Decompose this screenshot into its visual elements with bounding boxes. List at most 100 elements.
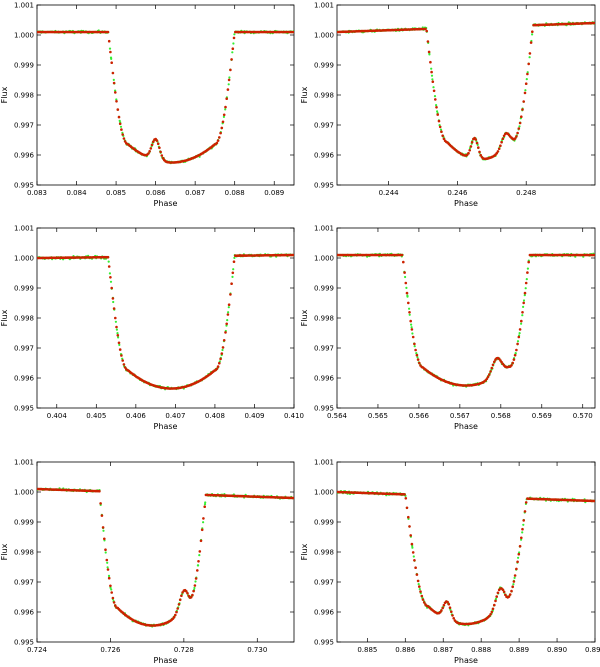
y-tick-label: 0.998	[314, 549, 334, 557]
y-tick-label: 0.997	[14, 345, 34, 353]
model-point	[521, 311, 524, 314]
observed-point	[435, 104, 438, 107]
observed-point	[115, 328, 118, 331]
model-point	[122, 363, 126, 366]
model-point	[112, 601, 116, 604]
model-point	[106, 30, 110, 34]
model-point	[410, 542, 414, 546]
y-axis-title: Flux	[300, 543, 309, 560]
model-point	[100, 514, 104, 517]
model-point	[440, 130, 443, 133]
model-point	[191, 593, 194, 597]
y-tick-label: 1.001	[314, 2, 334, 10]
y-tick-label: 1.000	[14, 32, 34, 40]
x-tick-label: 0.409	[244, 412, 264, 420]
model-point	[194, 577, 198, 580]
model-point	[199, 539, 203, 543]
observed-point	[413, 345, 416, 348]
model-point	[515, 567, 518, 571]
model-point	[216, 139, 220, 142]
x-tick-label: 0.086	[146, 189, 167, 197]
observed-point	[416, 356, 419, 359]
model-point	[114, 316, 117, 320]
x-tick-label: 0.885	[357, 646, 377, 654]
model-point	[411, 335, 415, 339]
model-point	[448, 606, 452, 609]
model-point	[106, 255, 110, 259]
model-point	[520, 319, 523, 323]
model-point	[221, 346, 225, 349]
y-tick-label: 0.999	[314, 285, 334, 293]
observed-point	[118, 343, 121, 346]
model-point	[221, 120, 225, 124]
model-point	[114, 604, 117, 607]
model-point	[114, 91, 117, 94]
model-point	[408, 311, 411, 314]
series-observed	[37, 253, 294, 391]
model-point	[175, 610, 178, 614]
observed-point	[449, 608, 452, 611]
y-axis-title: Flux	[0, 309, 9, 326]
model-point	[107, 576, 111, 580]
model-point	[224, 105, 227, 109]
x-tick-label: 0.083	[27, 189, 47, 197]
model-point	[442, 603, 446, 607]
model-point	[402, 260, 405, 264]
y-tick-label: 0.999	[14, 519, 34, 527]
model-point	[229, 293, 232, 296]
model-point	[523, 291, 527, 295]
y-axis-title: Flux	[0, 543, 9, 560]
model-point	[409, 319, 413, 323]
model-point	[512, 358, 516, 361]
model-point	[518, 121, 522, 125]
observed-point	[525, 278, 528, 281]
model-point	[232, 36, 236, 40]
model-point	[467, 151, 470, 155]
model-point	[528, 52, 532, 55]
y-tick-label: 0.995	[314, 639, 334, 647]
x-tick-label: 0.889	[509, 646, 529, 654]
model-point	[106, 568, 110, 571]
model-point	[491, 363, 495, 367]
observed-point	[512, 583, 515, 586]
light-curve-panel-3: 0.995 0.996 0.997 0.998 0.999 1.000 1.001 0.404…	[0, 225, 304, 432]
observed-point	[430, 67, 433, 70]
x-tick-label: 0.084	[67, 189, 88, 197]
observed-point	[518, 332, 521, 335]
observed-point	[109, 586, 112, 589]
observed-point	[408, 307, 411, 310]
observed-point	[108, 47, 112, 50]
y-tick-label: 1.000	[314, 489, 334, 497]
model-point	[216, 365, 220, 368]
model-point	[411, 551, 415, 554]
model-point	[292, 496, 294, 500]
observed-point	[518, 125, 521, 128]
model-point	[149, 147, 153, 150]
model-point	[215, 367, 219, 371]
model-point	[491, 607, 495, 611]
model-point	[219, 131, 222, 135]
x-axis-title: Phase	[154, 656, 178, 665]
model-point	[176, 607, 179, 610]
model-point	[121, 133, 124, 136]
observed-point	[197, 564, 200, 567]
observed-point	[410, 326, 413, 329]
model-point	[477, 146, 480, 149]
x-tick-label: 0.724	[27, 646, 48, 654]
model-point	[441, 606, 445, 610]
y-tick-label: 0.996	[14, 609, 35, 617]
series-observed	[37, 29, 294, 165]
y-tick-label: 0.996	[14, 152, 35, 160]
model-point	[478, 150, 481, 154]
y-tick-label: 0.997	[314, 345, 334, 353]
model-point	[422, 601, 426, 604]
x-tick-label: 0.730	[247, 646, 267, 654]
model-point	[516, 131, 519, 135]
observed-point	[194, 580, 197, 583]
model-point	[227, 303, 231, 307]
model-point	[123, 366, 127, 369]
y-tick-label: 0.995	[314, 405, 334, 413]
model-point	[148, 150, 151, 153]
model-point	[489, 613, 492, 616]
observed-point	[231, 51, 234, 54]
